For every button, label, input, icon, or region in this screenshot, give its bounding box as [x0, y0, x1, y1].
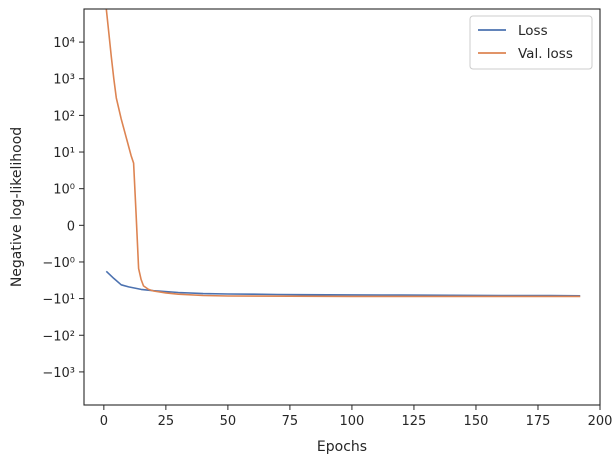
series-layer	[105, 9, 581, 298]
y-tick-label: 0	[67, 219, 75, 234]
y-tick-label: 10⁰	[53, 183, 75, 198]
x-tick-label: 125	[402, 414, 427, 429]
y-tick-label: −10¹	[42, 293, 75, 308]
y-tick-label: 10¹	[53, 146, 75, 161]
legend-label: Loss	[518, 23, 548, 39]
x-axis-label: Epochs	[317, 439, 367, 455]
x-tick-label: 150	[464, 414, 489, 429]
axes-layer: 0 25 50 75 100 125 150 175 200 −10³ −10² −10¹ −10⁰ 0 1…	[42, 8, 613, 429]
y-tick-label: −10³	[42, 366, 75, 381]
y-tick-label: 10⁴	[53, 36, 75, 51]
y-tick-label: 10³	[53, 73, 75, 88]
x-tick-label: 100	[340, 414, 365, 429]
legend-label: Val. loss	[518, 46, 573, 62]
y-tick-label: −10⁰	[42, 256, 75, 271]
y-tick-label: −10²	[42, 329, 75, 344]
y-axis-label: Negative log-likelihood	[9, 127, 25, 287]
x-tick-label: 200	[588, 414, 613, 429]
x-tick-label: 175	[526, 414, 551, 429]
series-line-0	[105, 270, 581, 297]
x-tick-label: 25	[158, 414, 175, 429]
x-tick-label: 0	[100, 414, 108, 429]
y-tick-label: 10²	[53, 109, 75, 124]
legend: Loss Val. loss	[469, 15, 593, 70]
x-tick-label: 50	[220, 414, 237, 429]
plot-frame	[83, 8, 601, 406]
x-tick-label: 75	[282, 414, 299, 429]
series-line-1	[105, 9, 581, 298]
